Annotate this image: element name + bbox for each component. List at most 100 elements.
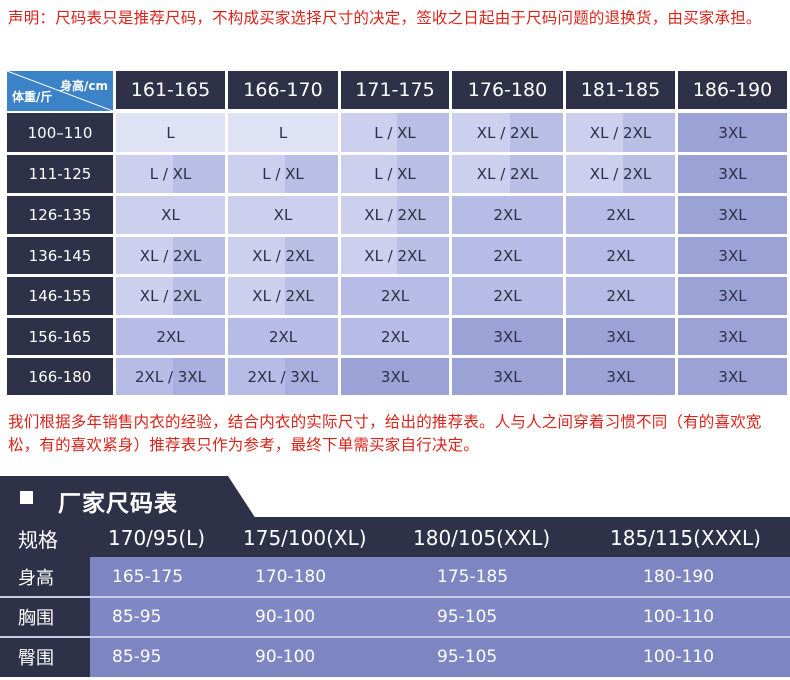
factory-cell: 100-110 [643, 647, 715, 667]
factory-cell: 85-95 [112, 607, 162, 627]
size-cell: XL / 2XL [341, 196, 449, 234]
size-cell: 2XL [452, 237, 563, 274]
size-cell: XL / 2XL [116, 277, 225, 315]
size-cell: 2XL / 3XL [116, 358, 225, 395]
weight-header-5: 146-155 [7, 277, 113, 315]
factory-row-label: 胸围 [0, 597, 90, 637]
cell-shade [172, 358, 225, 395]
size-cell-text: XL / 2XL [139, 287, 202, 305]
spec-header-2: 175/100(XL) [243, 526, 367, 550]
factory-cell: 170-180 [255, 567, 327, 587]
spec-label: 规格 [18, 527, 58, 552]
size-cell: 3XL [678, 196, 787, 234]
size-cell-text: XL / 2XL [589, 165, 652, 183]
size-cell-text: XL / 2XL [589, 123, 652, 142]
size-cell: XL / 2XL [228, 237, 338, 274]
weight-axis-label: 体重/斤 [12, 90, 53, 104]
cell-shade [397, 196, 449, 234]
size-cell-text: 2XL / 3XL [247, 367, 319, 386]
title-bar-shape [0, 476, 790, 519]
disclaimer-notice: 声明：尺码表只是推荐尺码，不构成买家选择尺寸的决定，签收之日起由于尺码问题的退换… [8, 9, 762, 27]
size-cell-text: 2XL [268, 327, 298, 346]
size-cell-text: 3XL [493, 367, 522, 386]
size-cell: 3XL [678, 113, 787, 152]
size-cell-text: XL [273, 206, 293, 224]
size-cell-text: 2XL [606, 206, 635, 224]
size-cell-text: 2XL [156, 327, 185, 346]
size-cell-text: 3XL [718, 123, 747, 142]
factory-cell: 165-175 [112, 567, 184, 587]
cell-shade [397, 237, 449, 274]
factory-row-bg [90, 637, 790, 677]
height-header-5: 181-185 [566, 71, 675, 109]
size-cell: 3XL [452, 318, 563, 355]
size-cell: 2XL [341, 277, 449, 315]
spec-header-4: 185/115(XXXL) [610, 526, 761, 550]
factory-cell: 95-105 [437, 607, 498, 627]
weight-header-3: 126-135 [7, 196, 113, 234]
factory-header-row [0, 519, 790, 557]
size-cell-text: XL / 2XL [364, 206, 426, 224]
size-cell-text: L / XL [374, 165, 416, 183]
size-cell-text: 3XL [718, 327, 747, 346]
factory-row-bg [90, 597, 790, 637]
size-cell: 3XL [678, 237, 787, 274]
square-bullet-icon [20, 491, 33, 504]
size-cell: XL / 2XL [452, 113, 563, 152]
recommendation-note: 我们根据多年销售内衣的经验，结合内衣的实际尺寸，给出的推荐表。人与人之间穿着习惯… [8, 413, 762, 454]
size-cell-text: XL [161, 206, 180, 224]
size-cell: L [116, 113, 225, 152]
size-cell: L / XL [341, 113, 449, 152]
factory-cell: 90-100 [255, 647, 316, 667]
size-cell: 3XL [678, 277, 787, 315]
size-cell-text: 2XL [606, 246, 635, 265]
cell-shade [622, 113, 675, 152]
size-cell: XL / 2XL [452, 155, 563, 193]
size-cell: XL / 2XL [566, 155, 675, 193]
weight-header-2: 111-125 [7, 155, 113, 193]
corner-diagonal [7, 71, 113, 111]
height-header-6: 186-190 [678, 71, 787, 109]
cell-shade [285, 155, 338, 193]
size-cell: 3XL [678, 318, 787, 355]
size-cell: 3XL [452, 358, 563, 395]
size-cell-text: XL / 2XL [476, 123, 539, 142]
factory-title-bar [0, 476, 790, 519]
spec-header-3: 180/105(XXL) [413, 526, 551, 550]
cell-shade [172, 155, 225, 193]
size-cell-text: 2XL [380, 287, 410, 305]
size-cell-text: L / XL [149, 165, 192, 183]
size-cell-text: L [166, 123, 175, 142]
size-cell-text: 2XL [380, 327, 410, 346]
size-cell-text: 3XL [380, 367, 410, 386]
size-cell: 2XL [566, 196, 675, 234]
size-cell: 2XL [228, 318, 338, 355]
size-cell: 2XL / 3XL [228, 358, 338, 395]
height-header-2: 166-170 [228, 71, 338, 109]
size-cell-text: XL / 2XL [139, 246, 202, 265]
size-cell-text: L / XL [374, 123, 416, 142]
cell-shade [172, 277, 225, 315]
size-cell-text: 3XL [718, 206, 747, 224]
size-cell-text: 3XL [606, 367, 635, 386]
size-cell-text: XL / 2XL [476, 165, 539, 183]
weight-header-6: 156-165 [7, 318, 113, 355]
cell-shade [509, 113, 563, 152]
size-cell: XL / 2XL [341, 237, 449, 274]
size-cell: 3XL [566, 358, 675, 395]
size-cell: 3XL [678, 358, 787, 395]
size-cell: XL [228, 196, 338, 234]
grid-corner-header: 身高/cm 体重/斤 [7, 71, 113, 111]
cell-shade [397, 113, 449, 152]
weight-header-7: 166-180 [7, 358, 113, 395]
size-cell: 3XL [678, 155, 787, 193]
size-cell-text: 2XL / 3XL [135, 367, 206, 386]
size-cell: XL / 2XL [228, 277, 338, 315]
height-header-4: 176-180 [452, 71, 563, 109]
factory-size-title: 厂家尺码表 [58, 491, 178, 517]
factory-cell: 85-95 [112, 647, 162, 667]
factory-cell: 95-105 [437, 647, 498, 667]
size-cell-text: XL / 2XL [252, 287, 314, 305]
size-cell: L / XL [116, 155, 225, 193]
factory-cell: 175-185 [437, 567, 509, 587]
